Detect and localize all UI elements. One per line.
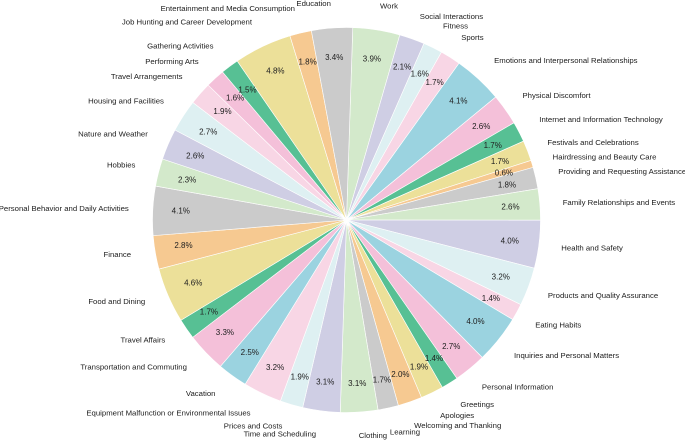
svg-text:3.2%: 3.2%: [492, 273, 510, 282]
svg-text:Social Interactions: Social Interactions: [420, 12, 483, 21]
svg-text:1.9%: 1.9%: [410, 362, 428, 371]
svg-text:Time and Scheduling: Time and Scheduling: [244, 429, 317, 438]
svg-text:2.1%: 2.1%: [393, 62, 411, 71]
svg-text:4.6%: 4.6%: [184, 278, 202, 287]
svg-text:2.8%: 2.8%: [174, 241, 192, 250]
svg-text:1.4%: 1.4%: [482, 294, 500, 303]
svg-text:Vacation: Vacation: [186, 389, 216, 398]
svg-text:1.7%: 1.7%: [373, 375, 391, 384]
svg-text:1.8%: 1.8%: [298, 57, 316, 66]
svg-text:Learning: Learning: [390, 428, 420, 437]
svg-text:Prices and Costs: Prices and Costs: [224, 421, 283, 430]
svg-text:Equipment Malfunction or Envir: Equipment Malfunction or Environmental I…: [86, 408, 250, 417]
svg-text:3.4%: 3.4%: [325, 53, 343, 62]
svg-text:Family Relationships and Event: Family Relationships and Events: [563, 198, 676, 207]
svg-text:Emotions and Interpersonal Rel: Emotions and Interpersonal Relationships: [494, 56, 638, 65]
svg-text:Hobbies: Hobbies: [107, 161, 136, 170]
svg-text:3.3%: 3.3%: [216, 328, 234, 337]
svg-text:4.0%: 4.0%: [501, 237, 519, 246]
svg-text:2.6%: 2.6%: [501, 203, 519, 212]
svg-text:Education: Education: [296, 0, 330, 8]
svg-text:Housing and Facilities: Housing and Facilities: [88, 97, 164, 106]
svg-text:1.7%: 1.7%: [425, 78, 443, 87]
svg-text:2.3%: 2.3%: [178, 176, 196, 185]
svg-text:1.4%: 1.4%: [425, 354, 443, 363]
svg-text:Job Hunting and Career Develop: Job Hunting and Career Development: [122, 18, 253, 27]
svg-text:Welcoming and Thanking: Welcoming and Thanking: [414, 421, 501, 430]
svg-text:Physical Discomfort: Physical Discomfort: [523, 91, 592, 100]
svg-text:2.6%: 2.6%: [472, 122, 490, 131]
svg-text:3.1%: 3.1%: [316, 378, 334, 387]
svg-text:2.5%: 2.5%: [241, 348, 259, 357]
svg-text:1.7%: 1.7%: [484, 141, 502, 150]
svg-text:2.7%: 2.7%: [199, 128, 217, 137]
svg-text:Eating Habits: Eating Habits: [535, 321, 581, 330]
svg-text:2.0%: 2.0%: [391, 370, 409, 379]
svg-text:Internet and Information Techn: Internet and Information Technology: [539, 115, 663, 124]
svg-text:1.7%: 1.7%: [491, 157, 509, 166]
svg-text:1.8%: 1.8%: [498, 180, 516, 189]
svg-text:2.6%: 2.6%: [186, 152, 204, 161]
svg-text:Products and Quality Assurance: Products and Quality Assurance: [548, 291, 658, 300]
svg-text:1.9%: 1.9%: [291, 372, 309, 381]
svg-text:Work: Work: [380, 2, 398, 11]
svg-text:Fitness: Fitness: [443, 21, 468, 30]
svg-text:4.1%: 4.1%: [449, 96, 467, 105]
svg-text:Greetings: Greetings: [460, 400, 494, 409]
svg-text:2.7%: 2.7%: [442, 342, 460, 351]
svg-text:3.1%: 3.1%: [348, 379, 366, 388]
svg-text:Providing and Requesting Assis: Providing and Requesting Assistance: [558, 167, 685, 176]
svg-text:Gathering Activities: Gathering Activities: [147, 41, 213, 50]
svg-text:3.2%: 3.2%: [266, 363, 284, 372]
svg-text:Nature and Weather: Nature and Weather: [78, 129, 148, 138]
svg-text:1.9%: 1.9%: [213, 107, 231, 116]
svg-text:Health and Safety: Health and Safety: [561, 244, 623, 253]
svg-text:4.0%: 4.0%: [466, 317, 484, 326]
svg-text:1.5%: 1.5%: [238, 86, 256, 95]
svg-text:Travel Affairs: Travel Affairs: [121, 336, 166, 345]
svg-text:Clothing: Clothing: [359, 431, 387, 440]
svg-text:Festivals and Celebrations: Festivals and Celebrations: [547, 138, 638, 147]
svg-text:Transportation and Commuting: Transportation and Commuting: [80, 363, 187, 372]
svg-text:4.1%: 4.1%: [172, 207, 190, 216]
svg-text:Personal Information: Personal Information: [482, 382, 554, 391]
svg-text:1.6%: 1.6%: [411, 70, 429, 79]
svg-text:Hairdressing and Beauty Care: Hairdressing and Beauty Care: [553, 152, 657, 161]
svg-text:Apologies: Apologies: [440, 411, 474, 420]
svg-text:1.7%: 1.7%: [200, 307, 218, 316]
svg-text:4.8%: 4.8%: [266, 67, 284, 76]
svg-text:Finance: Finance: [104, 250, 132, 259]
svg-text:3.9%: 3.9%: [363, 55, 381, 64]
svg-text:Performing Arts: Performing Arts: [145, 57, 199, 66]
svg-text:Sports: Sports: [461, 33, 484, 42]
svg-text:Entertainment and Media Consum: Entertainment and Media Consumption: [161, 4, 295, 13]
svg-text:0.6%: 0.6%: [495, 168, 513, 177]
svg-text:Travel Arrangements: Travel Arrangements: [111, 72, 183, 81]
svg-text:Personal Behavior and Daily Ac: Personal Behavior and Daily Activities: [0, 204, 129, 213]
svg-text:1.6%: 1.6%: [226, 94, 244, 103]
svg-text:Inquiries and Personal Matters: Inquiries and Personal Matters: [514, 351, 619, 360]
svg-text:Food and Dining: Food and Dining: [88, 297, 145, 306]
